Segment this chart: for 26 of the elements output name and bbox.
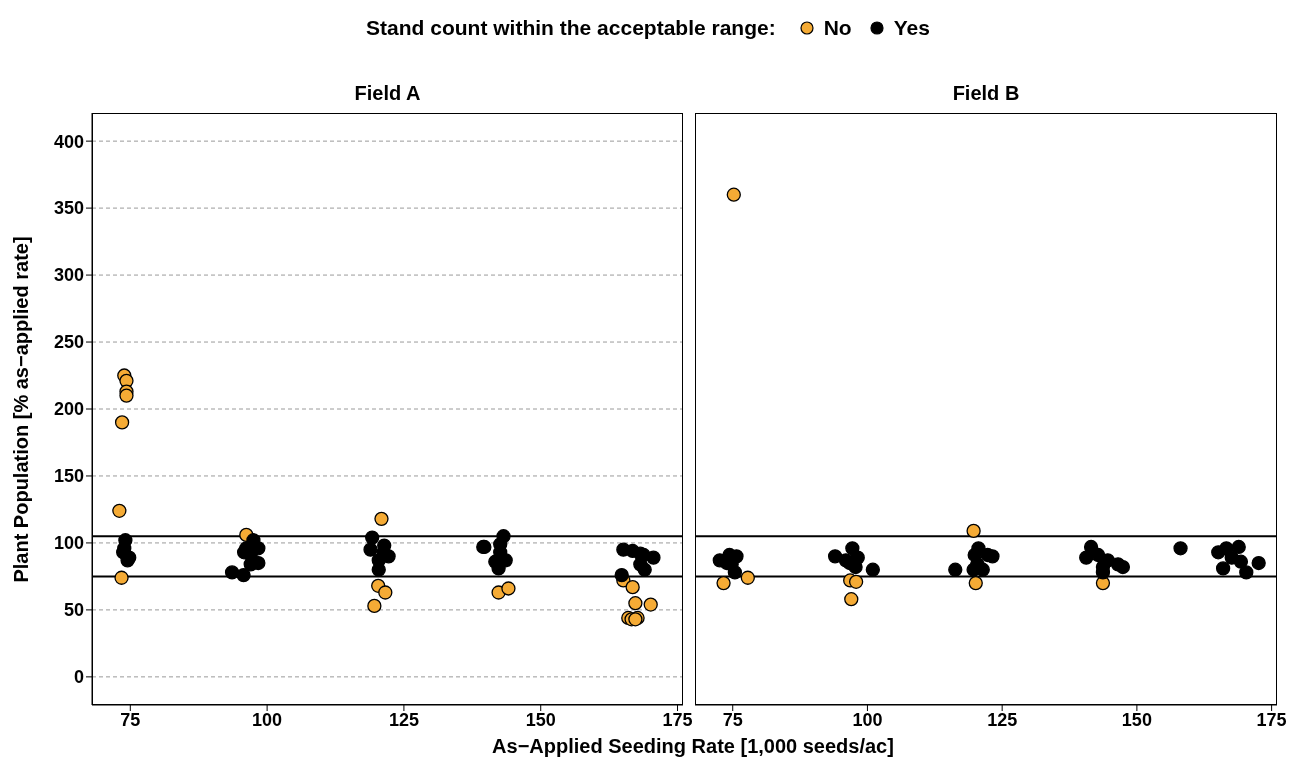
y-tick-label: 200: [53, 399, 84, 420]
y-tick-label: 150: [53, 466, 84, 487]
legend-title: Stand count within the acceptable range:: [366, 16, 776, 40]
chart-title: Field A: [353, 81, 422, 106]
y-tick-label: 400: [53, 131, 84, 152]
y-tick-label: 50: [63, 600, 84, 621]
y-tick-label: 100: [53, 533, 84, 554]
x-tick-label: 100: [252, 709, 283, 730]
x-tick-label: 75: [120, 709, 141, 730]
x-tick-label: 100: [852, 709, 883, 730]
legend-label: No: [823, 16, 852, 40]
x-axis-title: As−Applied Seeding Rate [1,000 seeds/ac]: [491, 735, 895, 758]
y-axis-title: Plant Population [% as−applied rate]: [9, 235, 33, 583]
x-tick-label: 150: [525, 709, 556, 730]
legend-label: Yes: [893, 16, 930, 40]
y-tick-label: 250: [53, 332, 84, 353]
x-tick-label: 150: [1121, 709, 1152, 730]
y-tick-label: 0: [73, 667, 84, 688]
x-tick-label: 125: [388, 709, 419, 730]
y-tick-label: 300: [53, 265, 84, 286]
x-tick-label: 125: [987, 709, 1018, 730]
x-tick-label: 75: [722, 709, 743, 730]
chart-title: Field B: [951, 81, 1021, 106]
x-tick-label: 175: [662, 709, 693, 730]
x-tick-label: 175: [1256, 709, 1287, 730]
y-tick-label: 350: [53, 198, 84, 219]
